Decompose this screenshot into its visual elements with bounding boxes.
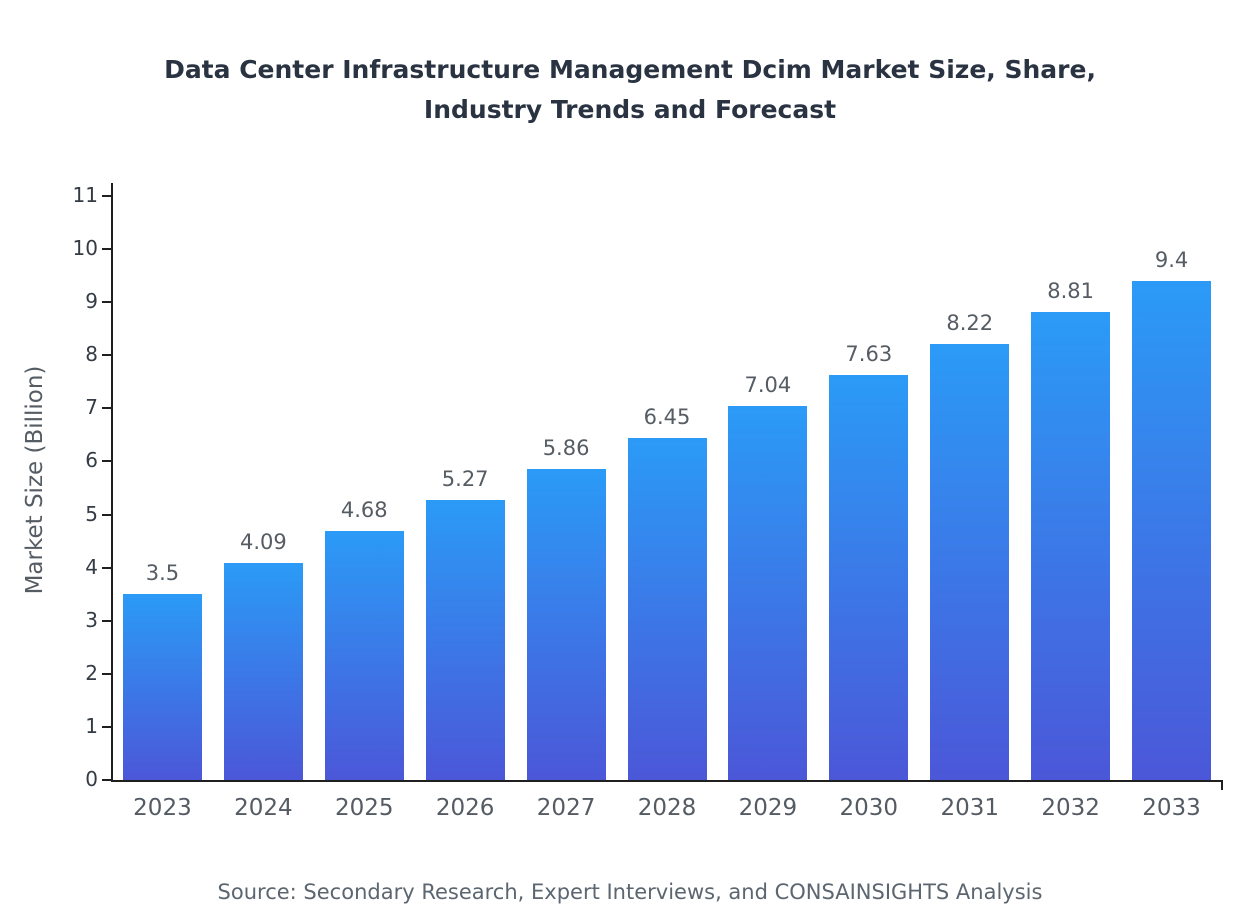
x-tick-label: 2028 (637, 795, 697, 821)
x-tick-label: 2023 (133, 795, 192, 821)
x-axis-end-tick (1221, 781, 1223, 790)
y-tick-mark (102, 354, 112, 357)
bar-value-label: 4.68 (340, 498, 388, 523)
chart-title: Data Center Infrastructure Management Dc… (164, 55, 1096, 124)
y-tick-mark (102, 194, 112, 197)
y-tick-mark (102, 672, 112, 675)
y-tick-label: 3 (85, 607, 98, 632)
bar-value-label: 4.09 (239, 529, 287, 554)
y-tick-label: 0 (85, 767, 98, 791)
y-tick-mark (102, 513, 112, 516)
bar (728, 406, 808, 780)
x-tick-label: 2033 (1142, 795, 1201, 821)
bar (930, 343, 1010, 780)
bar (1031, 312, 1111, 780)
y-tick-label: 5 (85, 501, 98, 526)
y-tick-label: 10 (72, 236, 98, 260)
y-tick-mark (102, 779, 112, 781)
y-tick-label: 8 (85, 342, 98, 367)
y-tick-label: 4 (85, 554, 98, 579)
bar (122, 594, 202, 780)
bar-value-label: 7.63 (845, 341, 893, 366)
y-tick-mark (102, 301, 112, 304)
y-tick-mark (102, 619, 112, 622)
x-tick-label: 2027 (536, 795, 596, 821)
x-axis-line (111, 780, 1223, 782)
y-tick-mark (102, 460, 112, 463)
y-tick-label: 7 (85, 395, 98, 420)
bar-value-label: 8.81 (1047, 279, 1094, 304)
bar-value-label: 3.5 (145, 561, 180, 586)
y-tick-mark (102, 407, 112, 410)
x-tick-label: 2030 (839, 795, 899, 821)
x-tick-label: 2026 (435, 795, 495, 821)
bar (324, 531, 404, 780)
bar-value-label: 9.4 (1154, 247, 1189, 272)
bar-value-label: 5.27 (441, 467, 489, 492)
bar-value-label: 5.86 (542, 435, 590, 460)
y-tick-label: 9 (85, 289, 98, 314)
y-tick-label: 1 (85, 713, 98, 738)
x-tick-label: 2032 (1041, 795, 1100, 821)
bar (829, 374, 909, 780)
y-tick-label: 2 (85, 660, 98, 685)
y-tick-mark (102, 566, 112, 569)
bar-value-label: 6.45 (643, 404, 691, 429)
x-tick-label: 2024 (234, 795, 293, 821)
y-axis-line (111, 183, 113, 782)
y-tick-label: 6 (85, 448, 98, 473)
bar (627, 437, 707, 780)
bar (526, 468, 606, 780)
x-tick-label: 2031 (940, 795, 999, 821)
bar (1132, 280, 1212, 780)
y-tick-mark (102, 725, 112, 728)
y-tick-label: 11 (72, 182, 98, 207)
bar (425, 500, 505, 780)
x-tick-label: 2029 (738, 795, 798, 821)
y-tick-mark (102, 248, 112, 250)
bar (223, 562, 303, 780)
bar-value-label: 7.04 (744, 373, 792, 398)
source-note: Source: Secondary Research, Expert Inter… (217, 880, 1043, 904)
bar-value-label: 8.22 (946, 310, 994, 335)
x-tick-label: 2025 (334, 795, 394, 821)
